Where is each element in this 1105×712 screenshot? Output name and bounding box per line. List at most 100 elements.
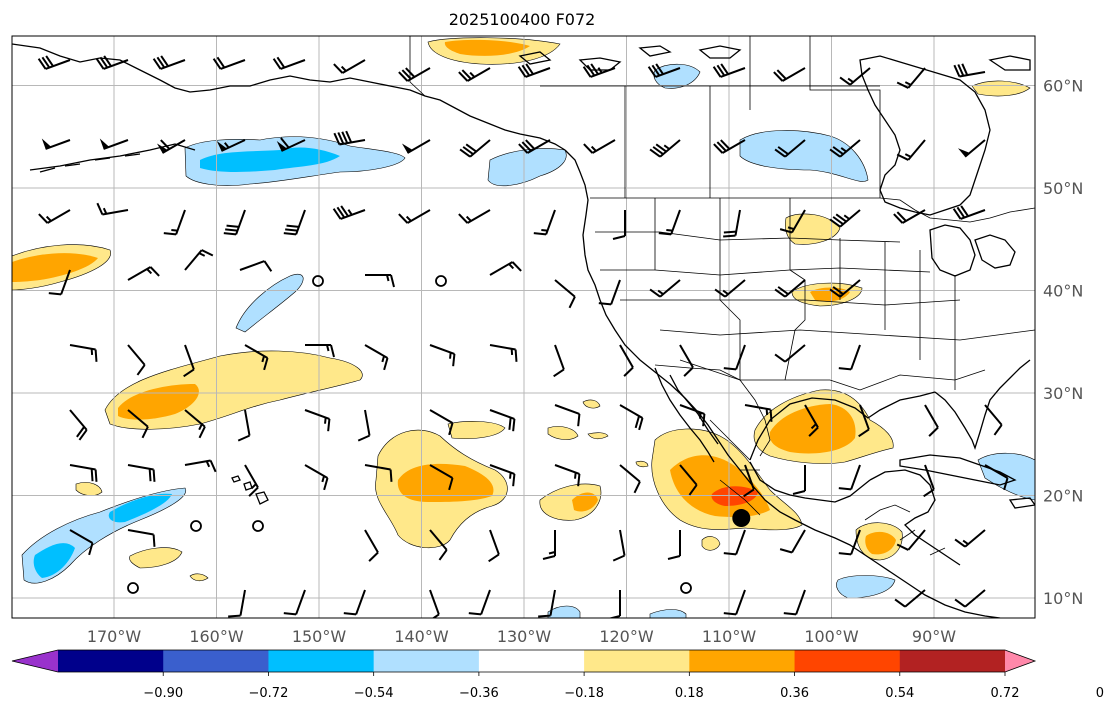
wind-barb [679,344,694,377]
wind-barb [713,139,746,154]
wind-barb [582,63,616,78]
wind-barb [429,344,456,367]
longitude-label: 100°W [804,627,859,646]
wind-barb [305,344,335,358]
wind-barb [517,63,551,78]
colorbar-tick-label: −0.54 [354,686,394,701]
calm-wind-circle [127,582,139,594]
wind-barb [184,249,214,271]
wind-barb [237,409,251,442]
wind-barb [958,139,986,158]
wind-barb [533,209,556,236]
wind-barb [429,529,448,561]
wind-barb [488,529,500,563]
calm-wind-circle [252,520,264,532]
wind-barb [774,139,806,158]
pos-anomaly-small-4 [75,482,103,496]
wind-barb [127,464,156,482]
pos-anomaly-small-6 [701,536,721,551]
wind-barb [984,404,1003,436]
wind-barb [598,279,621,306]
wind-barb [923,464,935,498]
wind-barb [398,67,431,82]
pos-anomaly-small-3 [129,547,183,569]
wind-barb [333,130,366,146]
wind-barb [612,210,626,240]
wind-barb [612,529,626,562]
wind-barb [792,465,806,495]
wind-barb [489,344,518,362]
wind-barb [95,55,129,70]
wind-barb [343,589,366,616]
neg-anomaly-south-edge [547,605,687,618]
colorbar-segment [373,650,480,672]
wind-barb [619,344,634,377]
wind-barb [723,529,746,556]
pos-anomaly-gulf-core [769,404,856,454]
wind-barb [619,464,641,494]
wind-barb [838,464,861,491]
wind-barb [398,209,431,224]
latitude-axis: 60°N 50°N 40°N 30°N 20°N 10°N [1043,77,1083,609]
neg-anomaly-canada [739,130,869,182]
coastlines [12,43,1035,618]
wind-barb [276,137,306,152]
wind-barb [364,344,389,371]
location-marker [732,509,751,528]
wind-barb [364,464,393,482]
wind-barb [489,409,516,432]
wind-barb [223,209,246,236]
colorbar-outline [11,649,1037,673]
wind-barb [152,55,186,70]
wind-barb [658,209,681,236]
wind-barb [283,209,306,236]
wind-barb [667,530,681,560]
wind-barb [69,529,94,556]
wind-barb [489,261,522,276]
calm-wind-circle [680,582,692,594]
pos-anomaly-arctic-core [444,39,530,56]
wind-barb [723,589,746,616]
wind-barb [554,279,576,309]
longitude-label: 130°W [497,627,552,646]
pos-anomaly-hudson-bay [971,80,1031,97]
graticule [12,36,1035,618]
wind-barb [183,344,195,378]
wind-barb [679,464,698,496]
colorbar-segment [163,650,269,672]
pos-anomaly-small-5 [189,399,649,582]
wind-barb [304,464,329,491]
wind-barb [127,409,149,439]
neg-anomaly-eastern-pacific-south [836,575,896,599]
wind-barb [332,205,366,220]
wind-barb [99,138,129,150]
wind-barb [542,530,556,560]
wind-barb [894,589,926,608]
wind-barb [69,344,98,362]
wind-barbs [37,55,1009,618]
colorbar-segment [689,650,796,672]
wind-barb [679,404,706,427]
wind-barb [723,344,746,371]
wind-barb [952,205,986,220]
wind-barb [48,269,71,296]
colorbar-tick-label: −0.18 [564,686,604,701]
wind-barb [554,464,581,487]
wind-barb [357,409,371,442]
wind-barb [723,209,741,238]
colorbar-segment [58,650,164,672]
colorbar-tick-label: −0.90 [143,686,183,701]
wind-barb [924,404,939,437]
wind-barb [184,409,206,439]
wind-barb [774,279,806,298]
wind-barb [743,464,755,498]
map-title: 2025100400 F072 [449,10,596,29]
wind-barb [69,409,88,441]
wind-barb [553,344,565,378]
wind-barb [954,529,986,548]
colorbar-tick-label: −0.36 [459,686,499,701]
colorbar-tick-label: 0.54 [885,686,914,701]
wind-barb [228,589,246,618]
wind-barb [554,404,581,427]
